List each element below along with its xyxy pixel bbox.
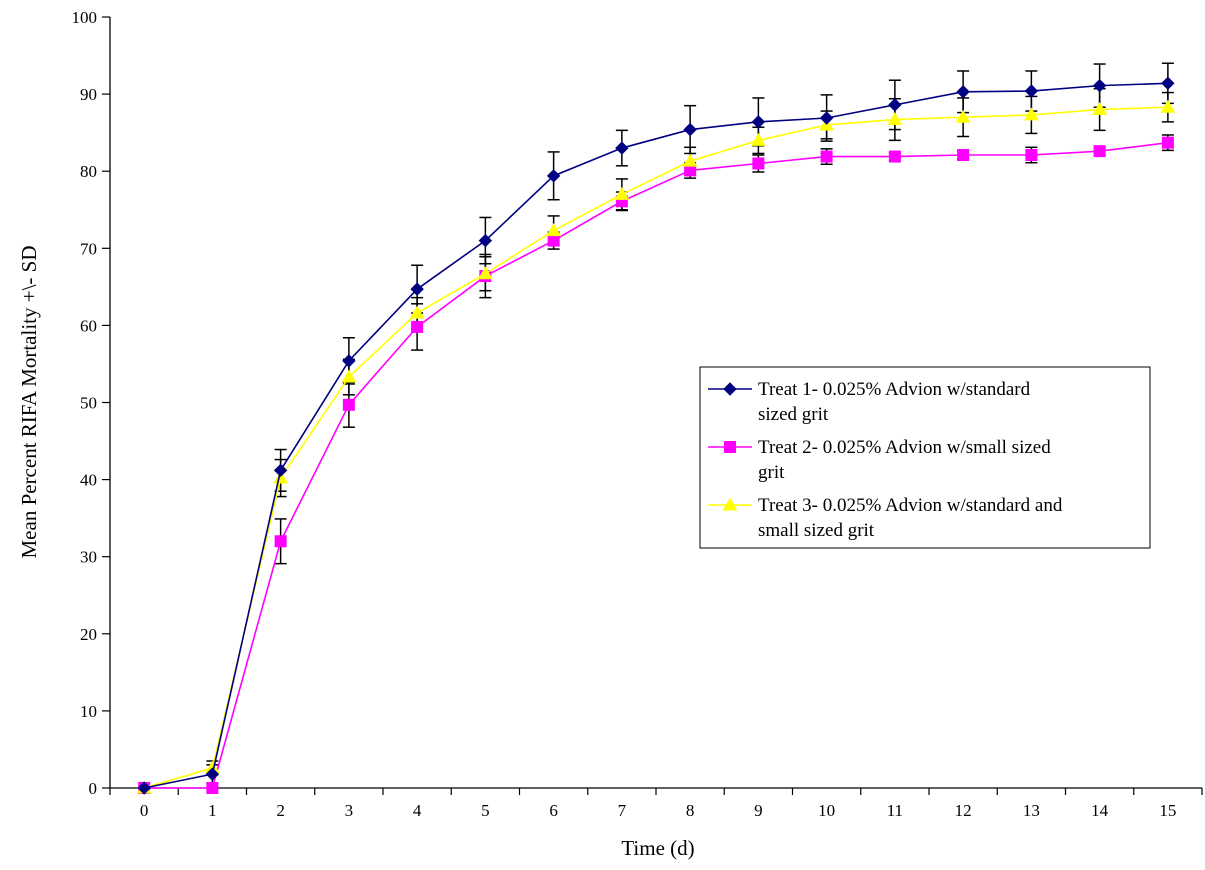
data-point: [1161, 76, 1175, 91]
y-tick-label: 70: [80, 239, 97, 258]
legend-marker: [724, 441, 736, 453]
x-tick-label: 8: [686, 801, 695, 820]
series-lines: [136, 76, 1176, 795]
data-point: [410, 282, 424, 296]
data-point: [751, 132, 766, 146]
x-tick-label: 13: [1023, 801, 1040, 820]
data-point: [273, 470, 288, 484]
data-point: [1024, 84, 1039, 98]
data-point: [955, 109, 971, 123]
y-tick-label: 10: [80, 702, 97, 721]
data-point: [1160, 99, 1176, 113]
legend: Treat 1- 0.025% Advion w/standard sized g…: [699, 366, 1151, 549]
x-tick-label: 10: [818, 801, 835, 820]
legend-entry-2: Treat 2- 0.025% Advion w/small sized grit: [708, 437, 1051, 483]
y-tick-label: 60: [80, 316, 97, 335]
data-point: [615, 141, 629, 155]
data-point: [137, 781, 151, 795]
data-point: [546, 223, 561, 237]
series-line: [144, 141, 1168, 789]
data-point: [888, 150, 901, 163]
data-point: [411, 320, 424, 333]
data-point: [478, 266, 493, 280]
legend-label: small sized grit: [758, 520, 875, 541]
y-tick-label: 90: [80, 85, 97, 104]
series-line: [143, 82, 1168, 789]
x-tick-label: 12: [955, 801, 972, 820]
y-axis-title: Mean Percent RIFA Mortality +\- SD: [17, 245, 41, 558]
data-point: [1093, 145, 1106, 158]
legend-label: Treat 2- 0.025% Advion w/small sized: [758, 437, 1051, 458]
data-point: [342, 398, 355, 411]
legend-marker: [723, 382, 737, 396]
legend-entry-3: Treat 3- 0.025% Advion w/standard and sma…: [708, 495, 1063, 541]
data-point: [274, 535, 287, 548]
legend-label: sized grit: [758, 404, 829, 425]
y-tick-label: 80: [80, 162, 97, 181]
data-point: [683, 122, 697, 137]
y-tick-label: 100: [72, 8, 98, 27]
series-line: [143, 106, 1168, 789]
x-tick-label: 15: [1159, 801, 1176, 820]
data-point: [614, 186, 630, 200]
data-point: [273, 463, 288, 478]
y-tick-label: 0: [89, 779, 98, 798]
data-point: [205, 767, 220, 781]
x-tick-label: 6: [549, 801, 558, 820]
data-point: [206, 782, 219, 794]
data-point: [1024, 107, 1039, 121]
x-tick-label: 11: [887, 801, 903, 820]
data-point: [341, 369, 357, 383]
series-2: [138, 136, 1174, 794]
y-tick-label: 50: [80, 394, 97, 413]
data-point: [888, 98, 902, 112]
y-tick-label: 30: [80, 548, 97, 567]
legend-marker: [722, 497, 738, 511]
x-tick-label: 4: [413, 801, 422, 820]
x-axis-title: Time (d): [621, 836, 694, 860]
x-tick-label: 7: [618, 801, 627, 820]
data-point: [1092, 102, 1107, 116]
y-tick-label: 40: [80, 471, 97, 490]
legend-label: Treat 1- 0.025% Advion w/standard: [758, 379, 1031, 400]
series-1: [137, 76, 1175, 795]
data-point: [409, 305, 425, 319]
legend-label: Treat 3- 0.025% Advion w/standard and: [758, 495, 1063, 516]
legend-box: [699, 366, 1151, 549]
x-tick-label: 2: [276, 801, 285, 820]
data-point: [751, 115, 766, 129]
data-point: [820, 150, 833, 163]
x-tick-label: 5: [481, 801, 490, 820]
data-point: [342, 354, 356, 368]
x-tick-label: 3: [345, 801, 354, 820]
x-tick-label: 1: [208, 801, 217, 820]
data-point: [547, 234, 560, 247]
data-point: [478, 233, 493, 248]
data-point: [957, 149, 970, 162]
data-point: [1025, 149, 1038, 162]
x-tick-label: 9: [754, 801, 763, 820]
data-point: [682, 153, 698, 167]
data-point: [1161, 136, 1174, 149]
data-point: [752, 157, 765, 170]
x-tick-label: 0: [140, 801, 149, 820]
data-point: [956, 85, 970, 99]
data-point: [819, 111, 834, 125]
legend-label: grit: [758, 462, 785, 483]
data-point: [1092, 78, 1107, 93]
y-tick-label: 20: [80, 625, 97, 644]
legend-entry-1: Treat 1- 0.025% Advion w/standard sized g…: [708, 379, 1031, 425]
x-tick-label: 14: [1091, 801, 1109, 820]
data-point: [887, 112, 903, 126]
data-point: [546, 169, 561, 183]
